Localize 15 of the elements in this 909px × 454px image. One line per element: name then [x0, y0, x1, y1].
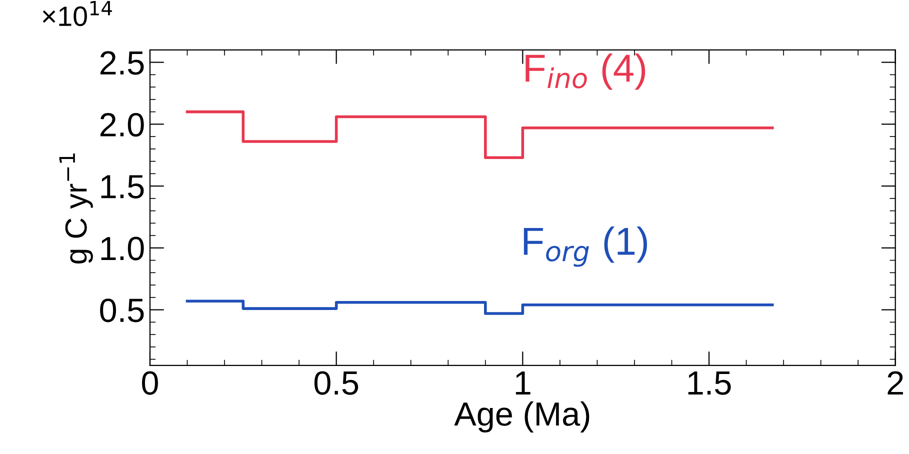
y-tick-label: 2.5: [100, 51, 144, 75]
series-label: F$_{org}$ (1): [524, 226, 647, 267]
x-axis-title: Age (Ma): [454, 401, 590, 432]
x-tick-label: 2: [888, 371, 903, 394]
x-tick-label: 1.5: [688, 372, 731, 395]
y-tick-label: 1.0: [101, 236, 144, 260]
text: ×10$^{14}$: [42, 1, 112, 26]
x-tick-label: 0: [142, 371, 158, 395]
y-tick-label: 0.5: [100, 298, 144, 322]
x-tick-label: 0.5: [314, 371, 358, 395]
y-axis-title: g C yr$^{−1}$: [59, 154, 93, 264]
y-tick-label: 1.5: [101, 175, 144, 198]
series-label: F$_{ino}$ (4): [526, 53, 646, 90]
y-tick-label: 2.0: [100, 112, 144, 137]
x-tick-label: 1: [516, 372, 530, 394]
